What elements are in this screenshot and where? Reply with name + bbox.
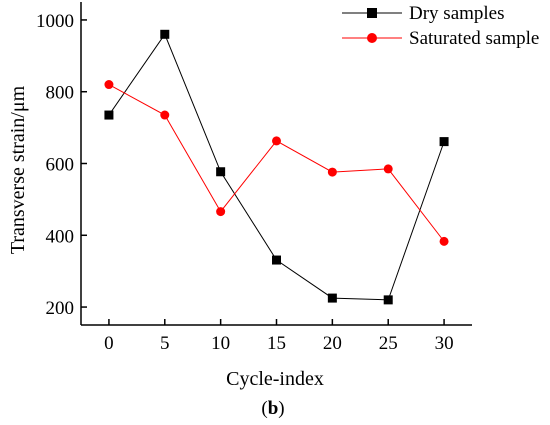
x-tick-label: 30 — [435, 333, 454, 354]
legend-label-dry: Dry samples — [409, 3, 505, 24]
caption-close: ) — [278, 398, 284, 419]
x-tick-label: 20 — [323, 333, 342, 354]
data-point-saturated — [439, 236, 449, 246]
series-line-1 — [108, 84, 445, 242]
data-point-dry — [160, 29, 170, 39]
x-axis-title: Cycle-index — [226, 368, 324, 390]
figure-caption: (b) — [261, 398, 284, 419]
x-tick-label: 25 — [379, 333, 398, 354]
data-point-saturated — [104, 80, 114, 90]
data-point-saturated — [216, 207, 226, 217]
data-point-dry — [272, 255, 281, 265]
y-axis-title: Transverse strain/μm — [7, 85, 29, 254]
data-point-saturated — [383, 164, 393, 174]
x-tick-label: 10 — [211, 333, 230, 354]
y-tick-label: 1000 — [36, 11, 74, 32]
data-point-dry — [327, 293, 337, 303]
x-tick-label: 5 — [160, 333, 170, 354]
y-tick-label: 600 — [46, 155, 75, 176]
y-axis-ticks: 200 400 600 800 1000 — [36, 11, 87, 319]
y-tick-label: 800 — [46, 83, 75, 104]
data-point-saturated — [160, 110, 170, 120]
legend-marker-dry — [367, 8, 377, 18]
y-tick-label: 200 — [46, 298, 75, 319]
legend-marker-saturated — [367, 33, 377, 43]
x-tick-label: 15 — [267, 333, 286, 354]
caption-open: ( — [261, 398, 267, 419]
data-point-dry — [216, 167, 226, 177]
x-tick-label: 0 — [104, 333, 114, 354]
data-point-saturated — [327, 167, 337, 177]
legend: Dry samples Saturated sample — [342, 3, 539, 49]
data-point-dry — [104, 110, 114, 120]
series-layer — [104, 29, 449, 305]
y-tick-label: 400 — [46, 226, 75, 247]
legend-label-saturated: Saturated sample — [409, 28, 539, 49]
caption-letter: b — [268, 398, 279, 419]
data-point-saturated — [272, 136, 281, 146]
x-axis-ticks: 0 5 10 15 20 25 30 — [104, 319, 454, 354]
data-point-dry — [383, 295, 393, 305]
data-point-dry — [439, 137, 449, 147]
